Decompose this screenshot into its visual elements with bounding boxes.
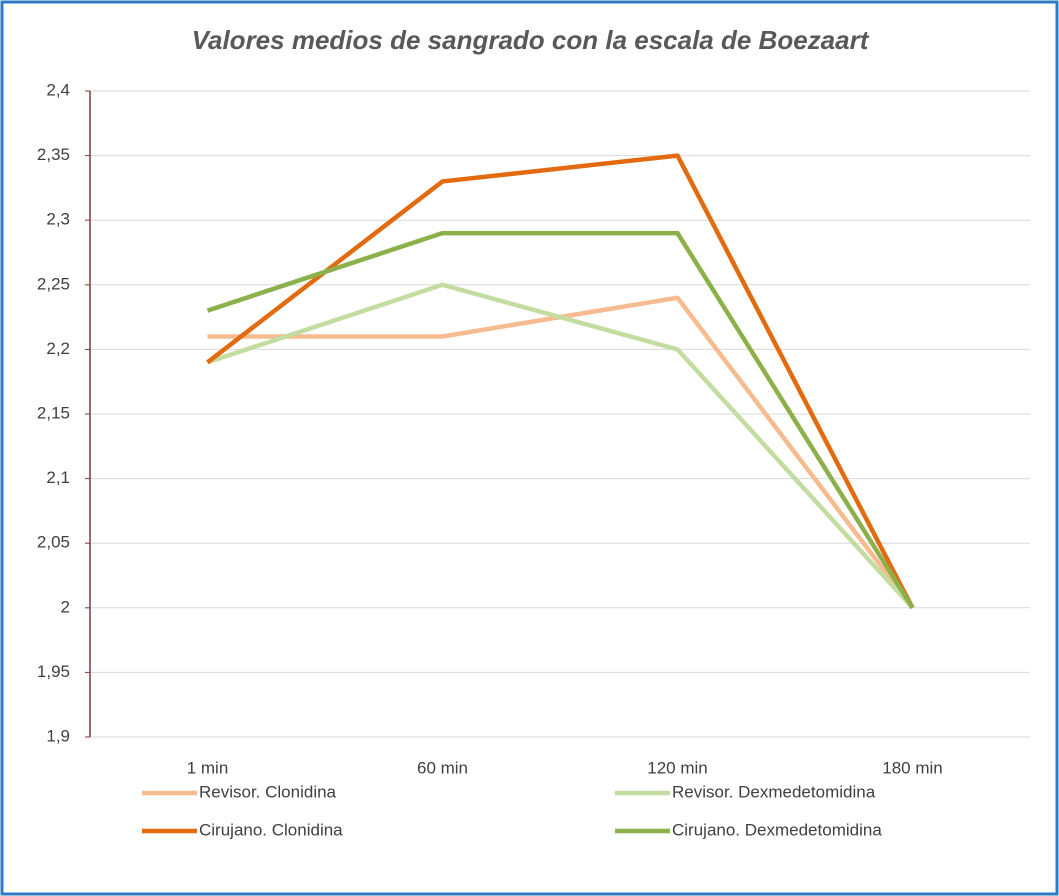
x-tick-label: 180 min [882, 758, 942, 777]
y-tick-label: 2,1 [46, 468, 70, 487]
y-tick-label: 2,05 [37, 533, 70, 552]
legend-label: Revisor. Dexmedetomidina [672, 782, 876, 801]
y-tick-label: 2,35 [37, 145, 70, 164]
x-tick-label: 1 min [187, 758, 229, 777]
y-tick-label: 2,3 [46, 210, 70, 229]
y-tick-label: 2 [61, 597, 70, 616]
y-tick-label: 2,15 [37, 403, 70, 422]
y-tick-label: 2,2 [46, 339, 70, 358]
x-tick-label: 120 min [647, 758, 707, 777]
y-tick-label: 2,4 [46, 80, 70, 99]
chart-title: Valores medios de sangrado con la escala… [192, 25, 870, 55]
legend-label: Cirujano. Dexmedetomidina [672, 820, 882, 839]
series-line [206, 230, 915, 609]
x-tick-label: 60 min [417, 758, 468, 777]
y-tick-label: 1,95 [37, 662, 70, 681]
y-tick-label: 2,25 [37, 274, 70, 293]
y-tick-label: 1,9 [46, 726, 70, 745]
legend-label: Revisor. Clonidina [199, 782, 337, 801]
legend-label: Cirujano. Clonidina [199, 820, 343, 839]
series-line [206, 282, 915, 610]
